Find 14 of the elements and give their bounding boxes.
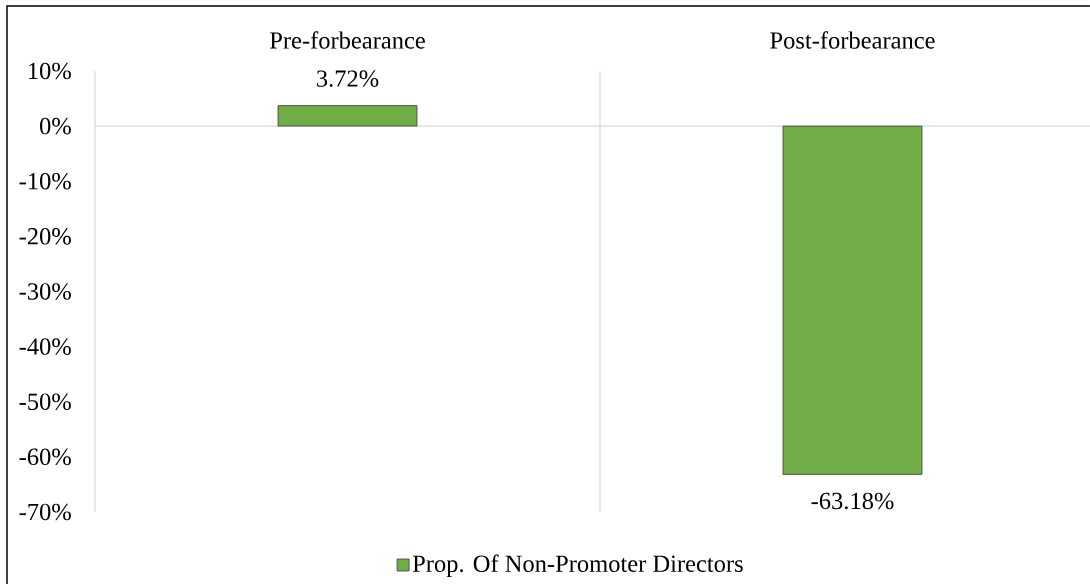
y-tick-label: -40% — [19, 338, 71, 355]
data-label: 3.72% — [317, 70, 379, 87]
legend-label: Prop. Of Non-Promoter Directors — [412, 554, 743, 578]
y-tick-label: 0% — [40, 117, 71, 135]
y-tick-label: 10% — [28, 62, 71, 80]
x-tick-label: Post-forbearance — [770, 31, 935, 49]
x-tick-label: Pre-forbearance — [269, 31, 425, 49]
y-tick-label: -30% — [19, 283, 71, 300]
data-label: -63.18% — [811, 492, 894, 510]
y-tick-label: -50% — [19, 393, 71, 411]
y-tick-label: -20% — [19, 228, 71, 245]
y-tick-label: -10% — [19, 172, 71, 190]
y-tick-label: -70% — [19, 503, 71, 521]
y-tick-label: -60% — [19, 448, 71, 466]
